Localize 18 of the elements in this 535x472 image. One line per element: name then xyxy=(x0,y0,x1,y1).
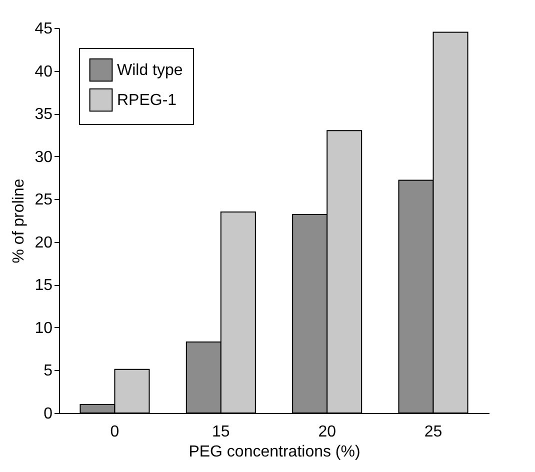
legend-label: Wild type xyxy=(117,62,183,79)
y-tick-label: 25 xyxy=(34,192,53,209)
y-tick-label: 30 xyxy=(34,148,53,166)
x-tick-label: 25 xyxy=(424,424,442,440)
y-tick-label: 20 xyxy=(34,234,53,252)
x-tick-label: 20 xyxy=(318,424,336,440)
y-axis-title: % of proline xyxy=(10,178,28,264)
x-tick-label: 0 xyxy=(110,424,120,440)
y-tick-label: 35 xyxy=(34,106,53,124)
y-tick-label: 5 xyxy=(44,362,53,380)
x-axis-title: PEG concentrations (%) xyxy=(188,444,360,460)
y-tick-label: 15 xyxy=(34,277,53,294)
y-tick-label: 40 xyxy=(34,63,53,80)
legend-label: RPEG-1 xyxy=(117,92,177,109)
y-tick-label: 10 xyxy=(34,320,53,337)
y-tick-label: 0 xyxy=(44,406,53,422)
y-tick-label: 45 xyxy=(34,20,53,38)
x-tick-label: 15 xyxy=(212,424,230,440)
